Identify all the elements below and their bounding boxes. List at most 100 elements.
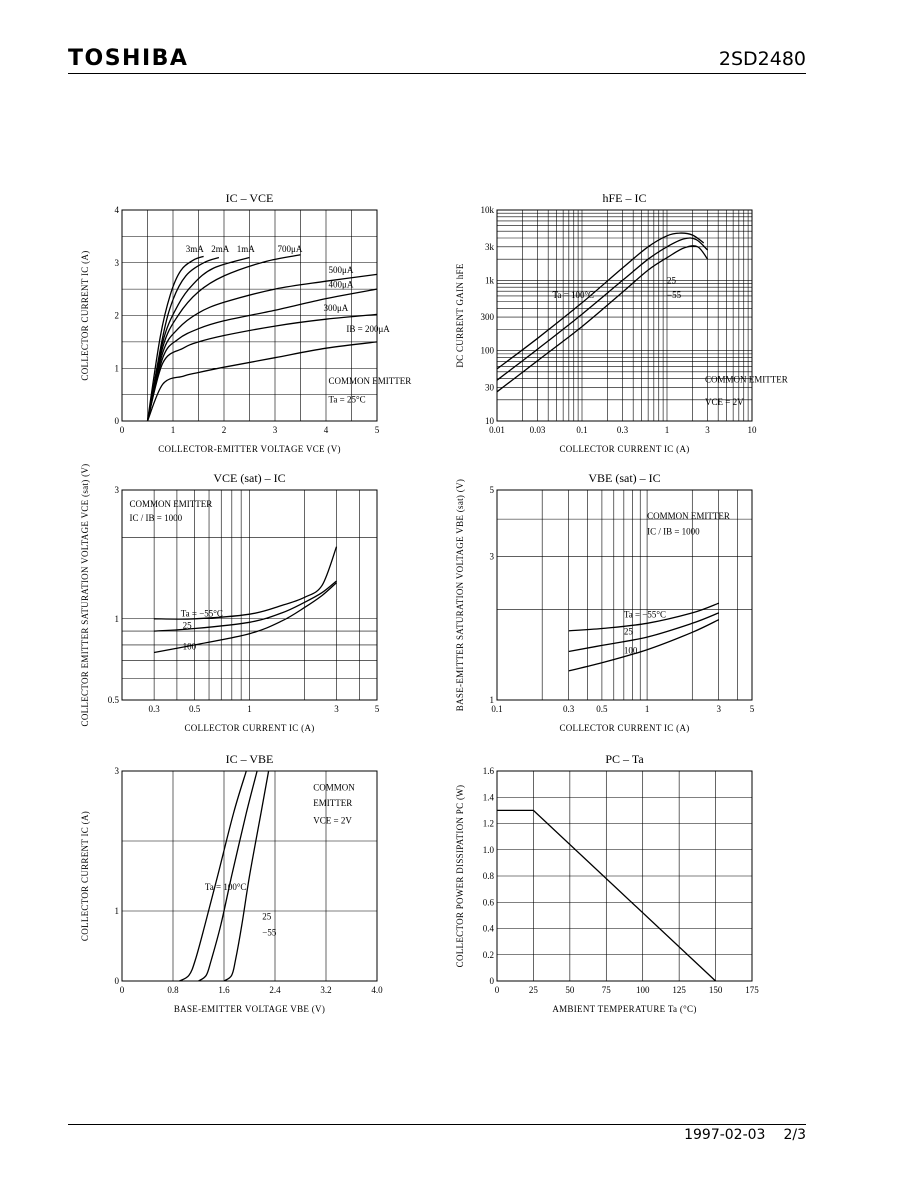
plot-frame bbox=[121, 770, 378, 982]
x-tick-label: 2.4 bbox=[269, 985, 281, 995]
x-axis-label: COLLECTOR-EMITTER VOLTAGE VCE (V) bbox=[158, 444, 341, 454]
chart-title: VCE (sat) – IC bbox=[213, 471, 285, 485]
x-tick-label: 2 bbox=[222, 425, 227, 435]
x-tick-label: 0.5 bbox=[189, 704, 201, 714]
x-tick-label: 100 bbox=[636, 985, 650, 995]
y-tick-label: 2 bbox=[115, 311, 120, 321]
y-tick-label: 0 bbox=[115, 976, 120, 986]
x-tick-label: 5 bbox=[750, 704, 755, 714]
x-tick-label: 0.1 bbox=[491, 704, 502, 714]
x-tick-label: 5 bbox=[375, 704, 380, 714]
series-label: −55 bbox=[667, 290, 682, 300]
series-label: 25 bbox=[667, 276, 677, 286]
y-tick-label: 0.8 bbox=[483, 871, 495, 881]
x-tick-label: 4.0 bbox=[371, 985, 383, 995]
y-tick-label: 1 bbox=[115, 363, 120, 373]
y-axis-label: COLLECTOR POWER DISSIPATION PC (W) bbox=[455, 785, 465, 968]
chart-hfe-ic: 0.01 0.03 0.1 0.3 1 3 10 10 30 100 300 1k 3k 10k hFE –… bbox=[455, 191, 788, 454]
x-tick-label: 3 bbox=[273, 425, 278, 435]
series-label: 3mA bbox=[186, 244, 205, 254]
x-tick-label: 4 bbox=[324, 425, 329, 435]
series-label: Ta = 100°C bbox=[553, 290, 595, 300]
chart-title: IC – VBE bbox=[226, 752, 274, 766]
series-line bbox=[146, 255, 204, 422]
x-tick-label: 3 bbox=[705, 425, 710, 435]
y-tick-label: 0.6 bbox=[483, 897, 495, 907]
chart-annotation: Ta = 25°C bbox=[329, 395, 366, 405]
chart-annotation: COMMON EMITTER bbox=[705, 375, 788, 385]
chart-annotation: COMMON EMITTER bbox=[329, 376, 412, 386]
y-tick-label: 1 bbox=[115, 906, 120, 916]
x-axis-label: COLLECTOR CURRENT IC (A) bbox=[559, 723, 689, 733]
chart-annotation: VCE = 2V bbox=[313, 816, 352, 826]
x-tick-label: 1.6 bbox=[218, 985, 230, 995]
y-tick-label: 4 bbox=[115, 205, 120, 215]
series-label: 100 bbox=[624, 645, 638, 655]
series-label: IB = 200μA bbox=[346, 324, 390, 334]
plot-frame bbox=[121, 489, 378, 701]
y-tick-label: 1k bbox=[485, 275, 495, 285]
x-tick-label: 150 bbox=[709, 985, 723, 995]
y-tick-label: 300 bbox=[481, 312, 495, 322]
x-tick-label: 75 bbox=[602, 985, 612, 995]
series-line bbox=[146, 313, 378, 422]
y-tick-label: 0 bbox=[115, 416, 120, 426]
y-axis-label: COLLECTOR EMITTER SATURATION VOLTAGE VCE… bbox=[80, 464, 90, 727]
chart-ic-vbe: 0 0.8 1.6 2.4 3.2 4.0 0 1 3 IC – VBE BASE-EMITTER … bbox=[80, 752, 383, 1014]
y-tick-label: 10k bbox=[481, 205, 495, 215]
series-label: 400μA bbox=[329, 280, 354, 290]
x-tick-label: 10 bbox=[748, 425, 758, 435]
y-axis-label: COLLECTOR CURRENT IC (A) bbox=[80, 811, 90, 941]
x-tick-label: 1 bbox=[247, 704, 252, 714]
y-tick-label: 100 bbox=[481, 346, 495, 356]
footer: 1997-02-03 2/3 bbox=[684, 1127, 806, 1143]
series-label: 1mA bbox=[237, 244, 256, 254]
series-label: −55 bbox=[262, 928, 277, 938]
y-tick-label: 3 bbox=[490, 552, 495, 562]
chart-annotation: COMMON EMITTER bbox=[647, 511, 730, 521]
x-tick-label: 175 bbox=[745, 985, 759, 995]
y-axis-label: BASE-EMITTER SATURATION VOLTAGE VBE (sat… bbox=[455, 479, 465, 711]
series-label: 100 bbox=[183, 641, 197, 651]
x-tick-label: 1 bbox=[665, 425, 670, 435]
chart-pc-ta: 0 25 50 75 100 125 150 175 0 0.2 0.4 0.6 0.8 1.0 1.2 1.… bbox=[455, 752, 759, 1014]
series-line bbox=[153, 582, 337, 654]
y-tick-label: 0.2 bbox=[483, 950, 494, 960]
chart-title: hFE – IC bbox=[602, 191, 646, 205]
chart-vbesat-ic: 0.1 0.3 0.5 1 3 5 1 3 5 VBE (sat) – IC COLLECTOR C… bbox=[455, 471, 755, 733]
y-tick-label: 1.4 bbox=[483, 792, 495, 802]
series-line bbox=[568, 602, 719, 632]
x-tick-label: 0 bbox=[120, 985, 125, 995]
y-tick-label: 1.2 bbox=[483, 819, 494, 829]
y-tick-label: 1 bbox=[490, 695, 495, 705]
y-axis-label: COLLECTOR CURRENT IC (A) bbox=[80, 250, 90, 380]
x-tick-label: 5 bbox=[375, 425, 380, 435]
series-line bbox=[568, 619, 719, 672]
y-tick-label: 1.0 bbox=[483, 845, 495, 855]
y-axis-label: DC CURRENT GAIN hFE bbox=[455, 263, 465, 367]
series-line bbox=[198, 770, 258, 982]
chart-annotation: EMITTER bbox=[313, 798, 352, 808]
chart-annotation: IC / IB = 1000 bbox=[647, 527, 700, 537]
x-tick-label: 0.01 bbox=[489, 425, 505, 435]
x-tick-label: 0.1 bbox=[576, 425, 587, 435]
y-tick-label: 10 bbox=[485, 416, 495, 426]
chart-title: IC – VCE bbox=[226, 191, 274, 205]
series-label: 25 bbox=[262, 911, 272, 921]
y-tick-label: 3 bbox=[115, 766, 120, 776]
y-tick-label: 3k bbox=[485, 242, 495, 252]
chart-title: PC – Ta bbox=[605, 752, 644, 766]
series-line bbox=[497, 809, 717, 982]
brand-logo: TOSHIBA bbox=[68, 46, 189, 71]
x-tick-label: 0 bbox=[120, 425, 125, 435]
x-tick-label: 0.3 bbox=[148, 704, 160, 714]
y-tick-label: 1.6 bbox=[483, 766, 495, 776]
y-tick-label: 30 bbox=[485, 382, 495, 392]
series-label: Ta = −55°C bbox=[181, 608, 223, 618]
header-rule bbox=[68, 73, 806, 74]
chart-vcesat-ic: 0.3 0.5 1 3 5 0.5 1 3 VCE (sat) – IC COLLECTOR CU… bbox=[80, 464, 380, 733]
series-label: 25 bbox=[183, 621, 193, 631]
x-tick-label: 0 bbox=[495, 985, 500, 995]
series-label: 700μA bbox=[278, 244, 303, 254]
y-tick-label: 3 bbox=[115, 485, 120, 495]
